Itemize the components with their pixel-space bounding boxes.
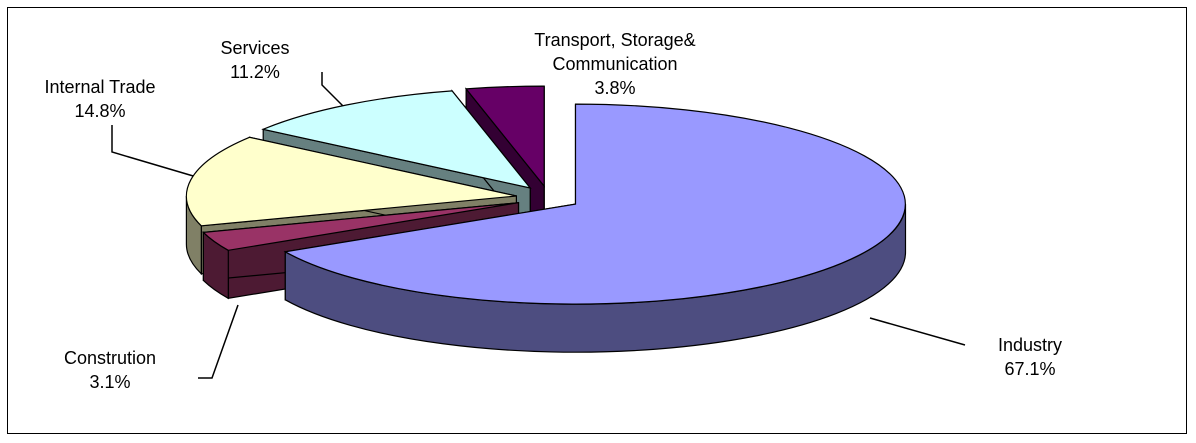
slice-label: Industry 67.1%: [925, 333, 1135, 381]
slice: [202, 202, 519, 251]
category-name: Industry: [997, 335, 1063, 355]
slice-label: Services 11.2%: [160, 36, 350, 84]
slice: [464, 85, 545, 188]
leader-line: [869, 317, 966, 346]
category-name: Transport, Storage& Communication: [534, 30, 696, 74]
value-label: 11.2%: [230, 62, 280, 82]
slice: [283, 103, 906, 305]
value-label: 67.1%: [1004, 359, 1056, 379]
chart-frame: [7, 7, 1187, 434]
slice-label: Internal Trade 14.8%: [0, 75, 200, 123]
leader-line: [198, 304, 239, 379]
leader-line: [111, 125, 201, 179]
category-name: Constrution: [63, 348, 157, 368]
slice: [261, 90, 532, 189]
slice: [185, 136, 517, 227]
value-label: 14.8%: [74, 101, 126, 121]
value-label: 3.8%: [594, 78, 636, 98]
value-label: 3.1%: [89, 372, 131, 392]
slice-label: Transport, Storage& Communication 3.8%: [500, 28, 730, 100]
category-name: Services: [220, 38, 290, 58]
category-name: Internal Trade: [44, 77, 156, 97]
slice-label: Constrution 3.1%: [10, 346, 210, 394]
